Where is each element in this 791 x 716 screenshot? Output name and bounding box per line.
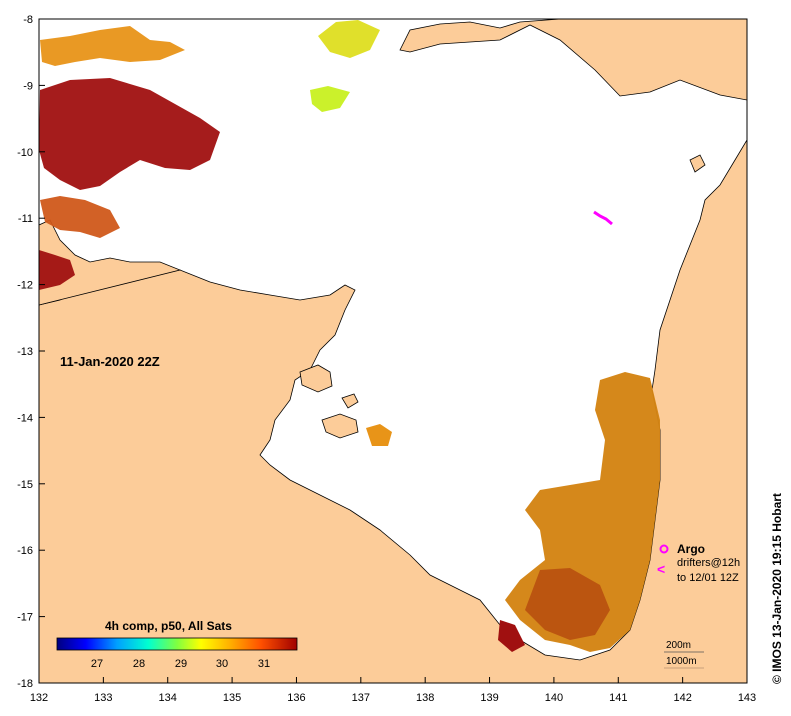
map-plot-area	[39, 19, 747, 683]
drifters-marker-icon: <	[657, 561, 665, 577]
sst-patch-orange	[40, 26, 185, 66]
y-tick-label: -8	[23, 14, 33, 26]
date-label: 11-Jan-2020 22Z	[60, 354, 160, 369]
colorbar-ramp	[56, 637, 298, 651]
x-tick-label: 143	[738, 692, 756, 704]
y-tick-label: -12	[17, 280, 33, 292]
colorbar-title: 4h comp, p50, All Sats	[105, 619, 232, 633]
sst-patch-east-dark	[525, 568, 610, 640]
land-arnhem-north	[39, 219, 182, 306]
sst-patches	[39, 20, 660, 652]
sst-patch-orange-2	[40, 196, 120, 238]
y-tick-label: -13	[17, 346, 33, 358]
colorbar-tick-label: 29	[175, 658, 187, 670]
x-axis-ticks: 132 133 134 135 136 137 138 139 140 141 142 143	[30, 677, 756, 704]
credit-text: © IMOS 13-Jan-2020 19:15 Hobart	[770, 493, 784, 684]
sst-patch-yellow	[318, 20, 380, 58]
x-tick-label: 138	[416, 692, 434, 704]
land-small-island-east	[689, 154, 706, 173]
land-cape-york	[39, 139, 747, 683]
x-tick-label: 139	[480, 692, 498, 704]
contour-200m-label: 200m	[666, 640, 691, 651]
sst-patch-small-orange	[366, 424, 392, 446]
y-tick-label: -18	[17, 678, 33, 690]
x-tick-label: 142	[673, 692, 691, 704]
land-wellesley-islands	[341, 393, 359, 409]
colorbar: 4h comp, p50, All Sats 27 28 29 30 31	[56, 619, 298, 670]
y-tick-label: -15	[17, 479, 33, 491]
x-tick-label: 137	[352, 692, 370, 704]
sst-patch-darkred-2	[39, 250, 75, 290]
land-new-guinea	[399, 19, 747, 101]
colorbar-tick-label: 31	[258, 658, 270, 670]
x-tick-label: 136	[287, 692, 305, 704]
y-tick-label: -14	[17, 412, 33, 424]
land-mornington-island	[321, 413, 359, 439]
contour-1000m-label: 1000m	[666, 656, 697, 667]
sst-patch-green-yellow	[310, 86, 350, 112]
sst-patch-southwest-red	[498, 620, 525, 652]
colorbar-ticks: 27 28 29 30 31	[91, 658, 270, 670]
colorbar-tick-label: 28	[133, 658, 145, 670]
y-tick-label: -11	[18, 213, 33, 225]
sst-patch-darkred-1	[39, 78, 220, 190]
drifters-label-line2: to 12/01 12Z	[677, 572, 739, 584]
x-tick-label: 133	[94, 692, 112, 704]
x-tick-label: 134	[159, 692, 177, 704]
argo-marker-icon	[659, 544, 669, 554]
x-tick-label: 135	[223, 692, 241, 704]
x-tick-label: 132	[30, 692, 48, 704]
argo-label: Argo	[677, 542, 705, 556]
legend: Argo < drifters@12h to 12/01 12Z 200m 10…	[657, 542, 740, 669]
x-tick-label: 141	[609, 692, 627, 704]
colorbar-tick-label: 27	[91, 658, 103, 670]
drifters-label-line1: drifters@12h	[677, 557, 740, 569]
y-tick-label: -10	[17, 147, 33, 159]
y-tick-label: -16	[17, 545, 33, 557]
x-tick-label: 140	[545, 692, 563, 704]
colorbar-tick-label: 30	[216, 658, 228, 670]
land-groote-eylandt	[299, 364, 333, 393]
y-tick-label: -9	[23, 80, 33, 92]
y-tick-label: -17	[17, 612, 33, 624]
y-axis-ticks: -8 -9 -10 -11 -12 -13 -14 -15 -16 -17 -18	[17, 14, 45, 690]
drifter-track	[593, 210, 613, 226]
